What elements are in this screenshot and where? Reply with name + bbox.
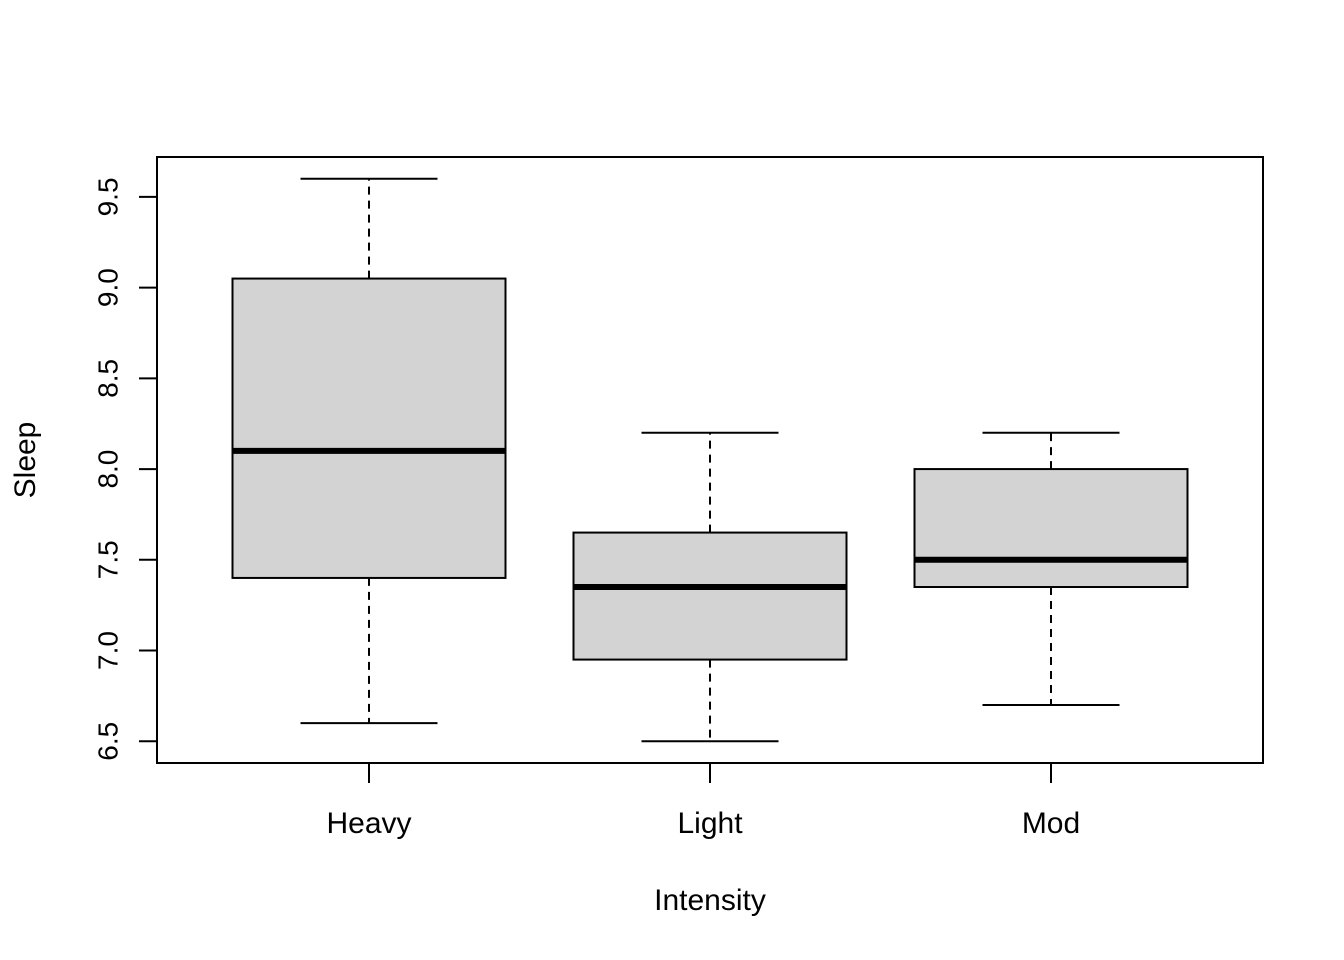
x-tick-label: Light xyxy=(677,807,743,840)
x-tick-label: Mod xyxy=(1022,807,1080,840)
y-axis: 6.5 7.0 7.5 8.0 8.5 9.0 9.5 xyxy=(92,177,158,761)
iqr-box xyxy=(231,277,507,579)
y-tick-label: 8.5 xyxy=(92,359,123,398)
y-tick-label: 9.5 xyxy=(92,177,123,216)
y-tick-label: 8.0 xyxy=(92,450,123,489)
y-tick-label: 9.0 xyxy=(92,268,123,307)
x-axis-label: Intensity xyxy=(654,884,766,917)
iqr-box xyxy=(572,531,848,661)
y-tick-label: 6.5 xyxy=(92,722,123,761)
y-tick-label: 7.0 xyxy=(92,631,123,670)
y-tick-label: 7.5 xyxy=(92,540,123,579)
y-axis-label: Sleep xyxy=(9,422,42,499)
x-axis: Heavy Light Mod xyxy=(326,762,1080,840)
boxes xyxy=(231,177,1189,743)
box-light xyxy=(572,431,848,743)
x-tick-label: Heavy xyxy=(326,807,411,840)
box-heavy xyxy=(231,177,507,725)
box-mod xyxy=(913,431,1189,706)
iqr-box xyxy=(913,468,1189,589)
